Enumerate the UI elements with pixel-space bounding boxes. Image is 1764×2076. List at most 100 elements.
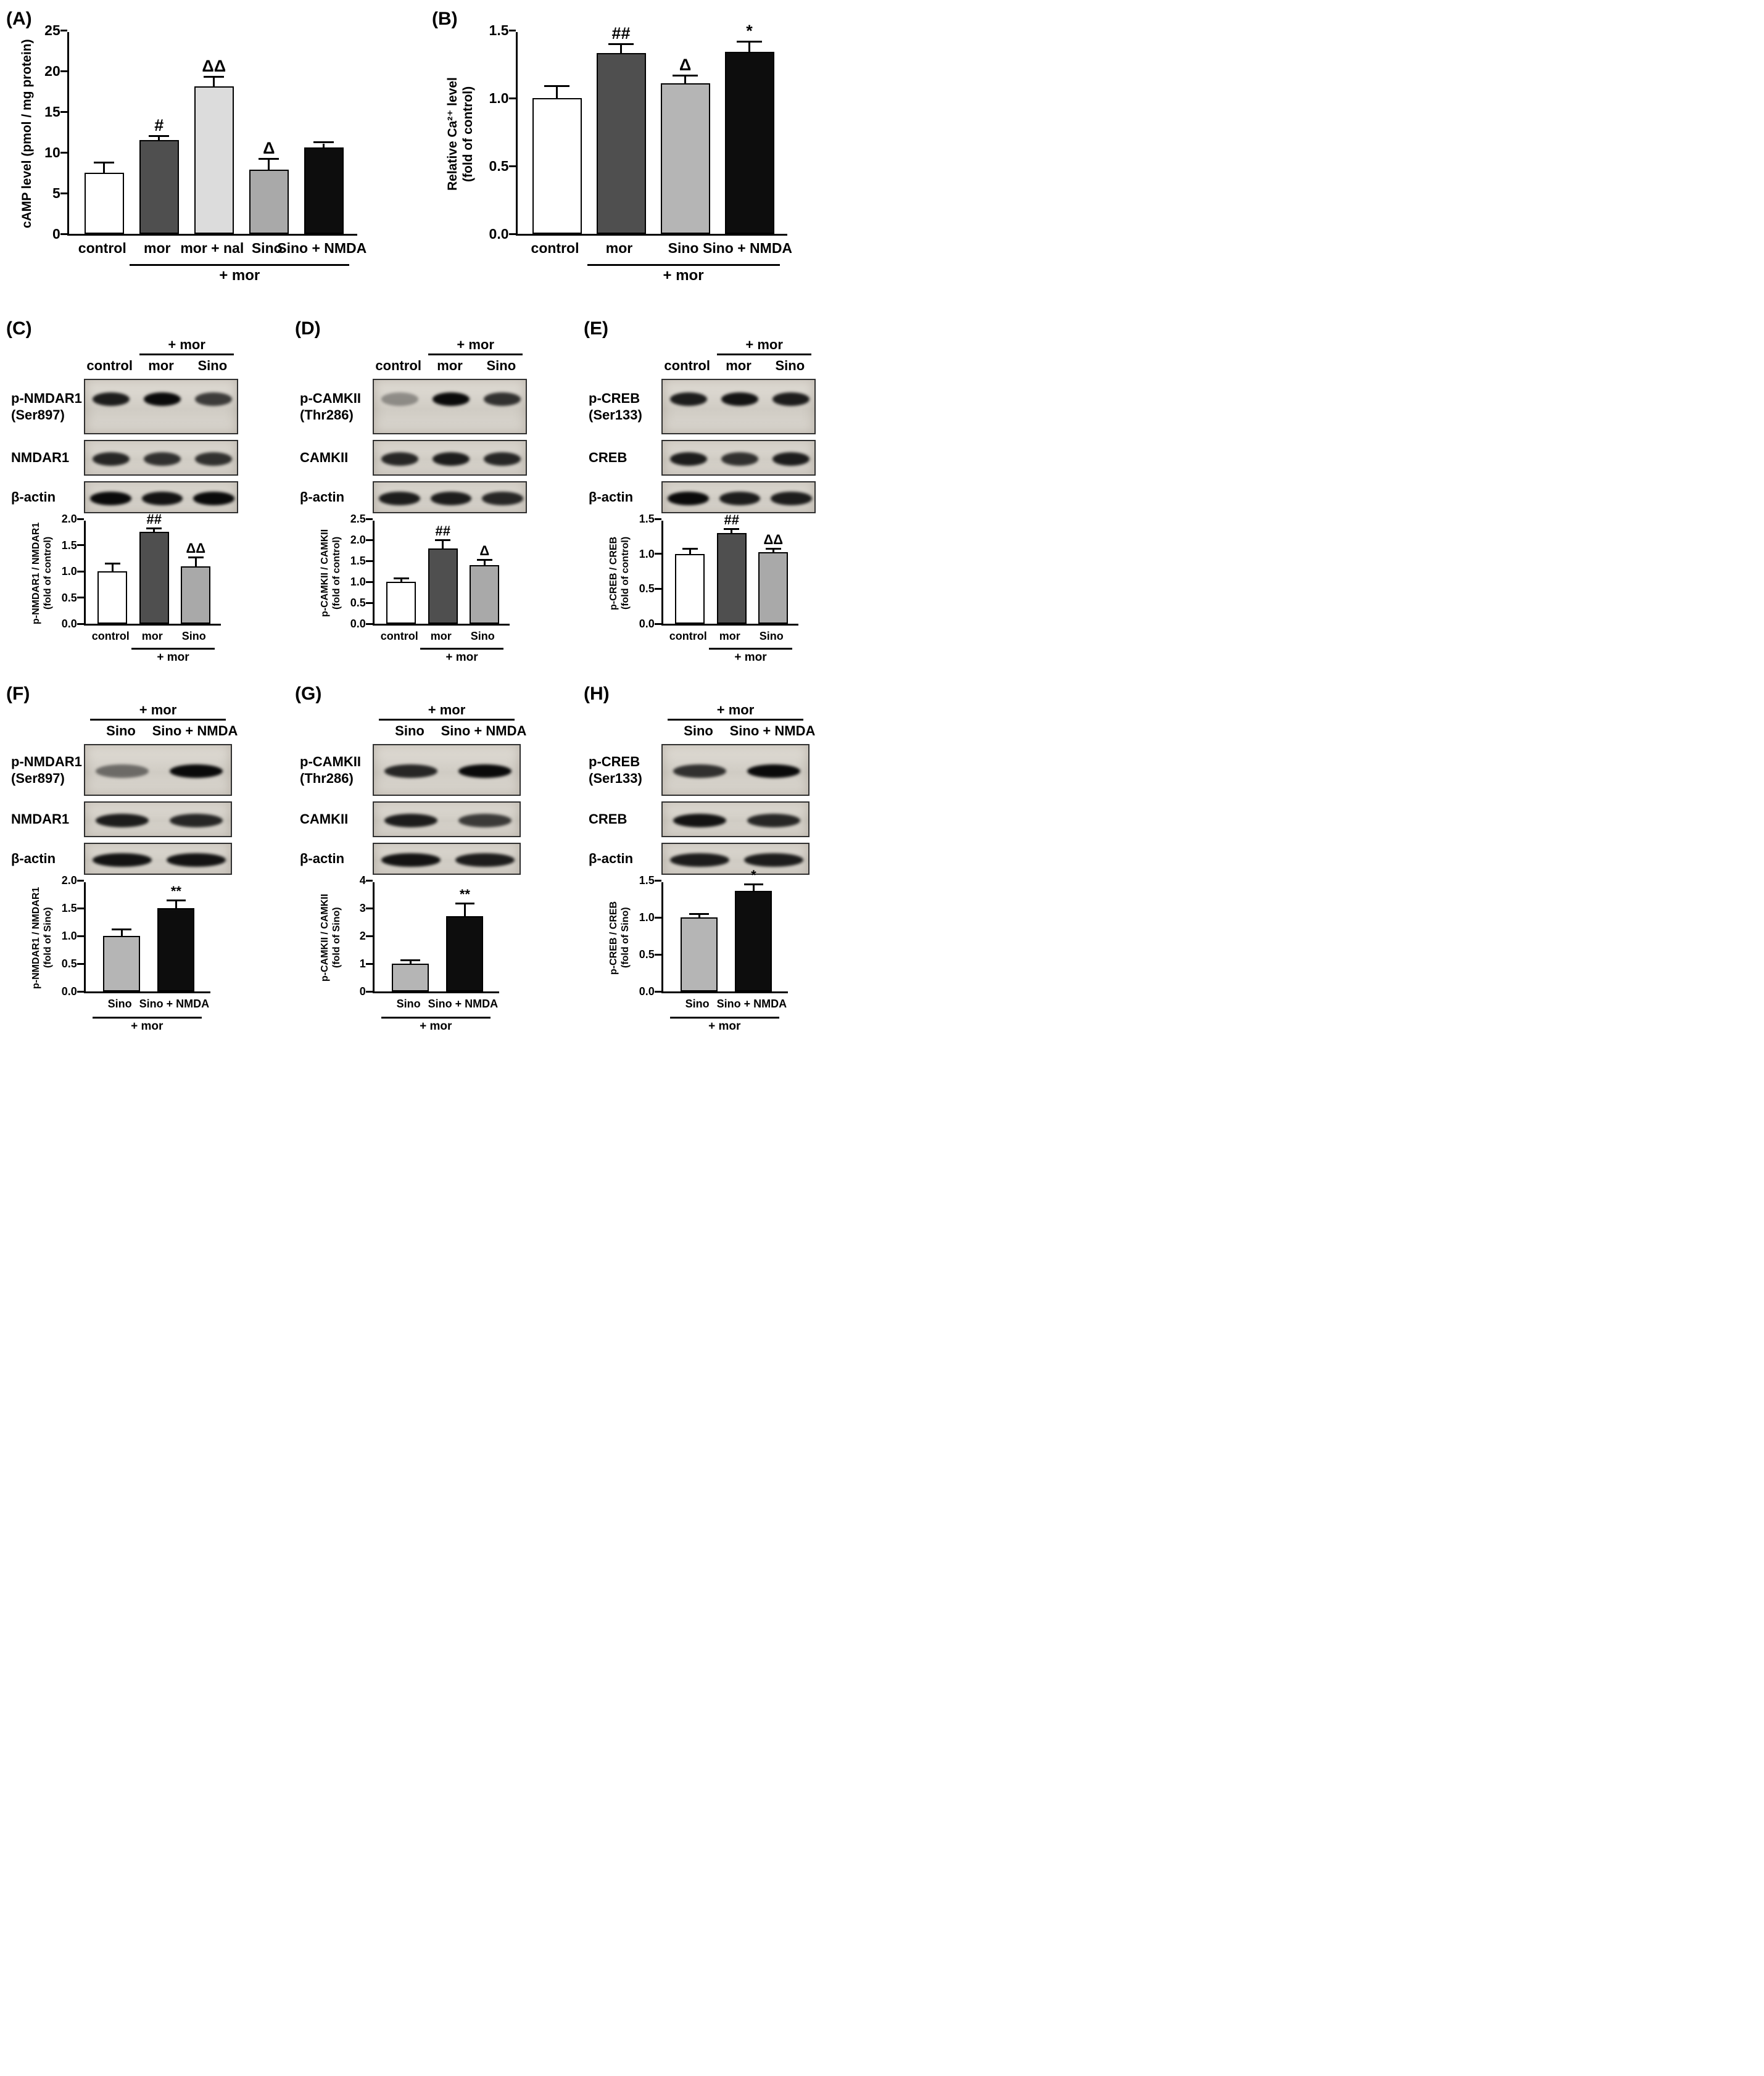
x-label-sino: Sino [396, 998, 421, 1010]
error-cap-mor [435, 539, 451, 542]
y-tick-label: 1.5 [639, 874, 655, 887]
protein-band [195, 392, 233, 406]
panel-a-letter: (A) [6, 9, 32, 29]
protein-band [673, 764, 727, 778]
blot-header: + mor control mor Sino [661, 337, 816, 374]
plot-axes: 0.0 0.5 1.0 1.5 ## ΔΔ [639, 512, 798, 630]
bar-mor [139, 532, 169, 624]
p-creb-ratio-chart: p-CREB / CREB (fold of control) 0.0 0.5 1.0… [608, 512, 872, 675]
significance-sino-nmda: * [751, 867, 756, 883]
y-tick-mark [365, 907, 373, 909]
significance-sino: ΔΔ [186, 540, 206, 556]
protein-band [482, 491, 523, 506]
panel-g: (G) + mor Sino Sino + NMDA p-CAMKII (Thr286)… [295, 684, 584, 1045]
group-underline [378, 719, 515, 721]
error-cap-sino [689, 913, 709, 916]
y-axis-title: p-CAMKII / CAMKII (fold of control) [320, 529, 342, 618]
protein-name: p-CREB [589, 390, 640, 406]
error-cap-control [94, 162, 115, 164]
lane-label-sino: Sino [775, 358, 805, 373]
x-label-mor-nal: mor + nal [180, 240, 244, 256]
blot-row-camkii: CAMKII [300, 440, 584, 476]
protein-name: p-NMDAR1 [11, 390, 82, 406]
lane-label-sino: Sino [486, 358, 516, 373]
bar-control [386, 582, 416, 624]
plot-region: 0 1 2 3 4 ** Sino Sino + NMDA + mor [343, 874, 499, 1045]
y-tick-mark [77, 518, 84, 520]
bar-sino [758, 552, 789, 624]
x-label-control: control [78, 240, 126, 256]
y-tick-label: 1.0 [489, 90, 509, 106]
group-underline [130, 264, 350, 266]
y-tick-label: 0.5 [639, 582, 655, 595]
protein-band [92, 452, 130, 466]
blot-row-p-creb: p-CREB (Ser133) [589, 379, 872, 434]
blot-header: + mor control mor Sino [373, 337, 527, 374]
group-label: + mor [457, 337, 494, 352]
y-tick-label: 15 [44, 104, 60, 120]
y-tick-label: 1.0 [639, 547, 655, 560]
y-tick-mark [654, 518, 661, 520]
blot-row-label: p-CAMKII (Thr286) [300, 753, 373, 787]
row-f-g-h: (F) + mor Sino Sino + NMDA p-NMDAR1 (Ser897)… [6, 684, 877, 1045]
protein-band [484, 392, 521, 406]
blot-row-p-camkii: p-CAMKII (Thr286) [300, 744, 584, 796]
group-label: + mor [445, 651, 478, 664]
blot-row-label: CREB [589, 449, 661, 466]
protein-band [668, 491, 709, 506]
blot-strip-actin [84, 843, 232, 875]
blot-strip-actin [84, 481, 238, 513]
protein-band [721, 392, 758, 406]
y-tick-mark [508, 29, 516, 31]
group-label: + mor [734, 651, 767, 664]
blot-row-label: p-NMDAR1 (Ser897) [11, 753, 84, 787]
creb-western-blot: + mor control mor Sino p-CREB (Ser133) CREB β-a… [589, 337, 872, 513]
protein-band [193, 491, 234, 506]
group-label: + mor [131, 1020, 164, 1033]
lane-label-sino-nmda: Sino + NMDA [441, 723, 527, 738]
y-tick-label: 4 [359, 874, 366, 887]
y-tick-mark [365, 990, 373, 993]
error-bar-sino [684, 76, 687, 84]
y-tick-mark [654, 953, 661, 956]
panel-h: (H) + mor Sino Sino + NMDA p-CREB (Ser133) CR… [584, 684, 872, 1045]
plot-region: 0.0 0.5 1.0 1.5 * Sino Sino + NMDA + mor [632, 867, 788, 1045]
error-bar-sino [698, 915, 700, 918]
plot-axes: 0.0 0.5 1.0 1.5 2.0 ## ΔΔ [62, 511, 221, 630]
bar-control [97, 571, 128, 624]
protein-band [669, 392, 707, 406]
protein-name: CREB [589, 811, 627, 827]
y-axis-title: p-NMDAR1 / NMDAR1 (fold of Sino) [31, 887, 53, 989]
protein-band [484, 452, 521, 466]
error-bar-sino [409, 961, 412, 964]
protein-name: p-CAMKII [300, 753, 361, 769]
protein-name: β-actin [300, 489, 345, 505]
error-bar-sino-nmda [752, 885, 755, 891]
y-tick-mark [365, 935, 373, 937]
y-tick-mark [365, 602, 373, 604]
group-label: + mor [157, 651, 189, 664]
blot-row-nmdar1: NMDAR1 [11, 801, 295, 837]
protein-band [144, 452, 181, 466]
p-nmdar1-ratio-chart: p-NMDAR1 / NMDAR1 (fold of control) 0.0 0.… [31, 511, 295, 675]
y-axis-title: p-CREB / CREB (fold of control) [608, 536, 631, 610]
error-cap-mor [608, 43, 634, 46]
calcium-level-bar-chart: Relative Ca²⁺ level (fold of control) 0.0… [445, 22, 876, 302]
blot-strip-p-nmdar1 [84, 379, 238, 434]
y-tick-mark [654, 990, 661, 993]
x-label-sino-nmda: Sino + NMDA [428, 998, 499, 1010]
lane-label-sino: Sino [684, 723, 713, 738]
x-label-mor: mor [144, 240, 171, 256]
blot-header: + mor Sino Sino + NMDA [84, 702, 238, 739]
protein-band [771, 491, 812, 506]
protein-band [433, 452, 470, 466]
error-bar-sino-nmda [323, 143, 325, 149]
plot-region: 0.0 0.5 1.0 1.5 2.0 ## ΔΔ control mor Sino + mor [54, 511, 221, 675]
error-cap-sino-nmda [313, 141, 334, 144]
blot-row-creb: CREB [589, 440, 872, 476]
panel-b: (B) Relative Ca²⁺ level (fold of control… [432, 9, 876, 302]
y-tick-label: 2.0 [61, 874, 77, 887]
error-cap-sino-nmda [743, 883, 763, 886]
blot-strip-p-creb [661, 379, 816, 434]
group-underline [667, 719, 804, 721]
